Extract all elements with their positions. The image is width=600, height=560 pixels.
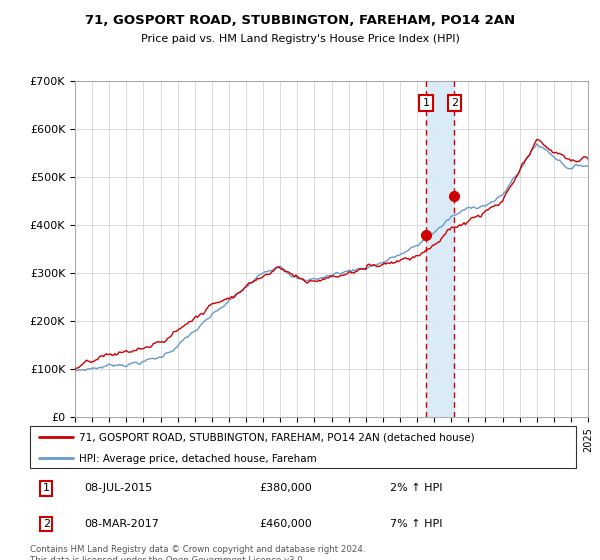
Text: 08-MAR-2017: 08-MAR-2017 [85,519,160,529]
Text: 1: 1 [43,483,50,493]
FancyBboxPatch shape [30,426,576,468]
Text: 1: 1 [422,98,430,108]
Text: £380,000: £380,000 [259,483,312,493]
Text: 7% ↑ HPI: 7% ↑ HPI [391,519,443,529]
Text: £460,000: £460,000 [259,519,312,529]
Text: 71, GOSPORT ROAD, STUBBINGTON, FAREHAM, PO14 2AN: 71, GOSPORT ROAD, STUBBINGTON, FAREHAM, … [85,14,515,27]
Text: 2% ↑ HPI: 2% ↑ HPI [391,483,443,493]
Bar [426,81,454,417]
Text: 71, GOSPORT ROAD, STUBBINGTON, FAREHAM, PO14 2AN (detached house): 71, GOSPORT ROAD, STUBBINGTON, FAREHAM, … [79,432,475,442]
Text: Contains HM Land Registry data © Crown copyright and database right 2024.
This d: Contains HM Land Registry data © Crown c… [30,545,365,560]
Text: 08-JUL-2015: 08-JUL-2015 [85,483,153,493]
Text: Price paid vs. HM Land Registry's House Price Index (HPI): Price paid vs. HM Land Registry's House … [140,34,460,44]
Text: 2: 2 [451,98,458,108]
Text: HPI: Average price, detached house, Fareham: HPI: Average price, detached house, Fare… [79,454,317,464]
Text: 2: 2 [43,519,50,529]
